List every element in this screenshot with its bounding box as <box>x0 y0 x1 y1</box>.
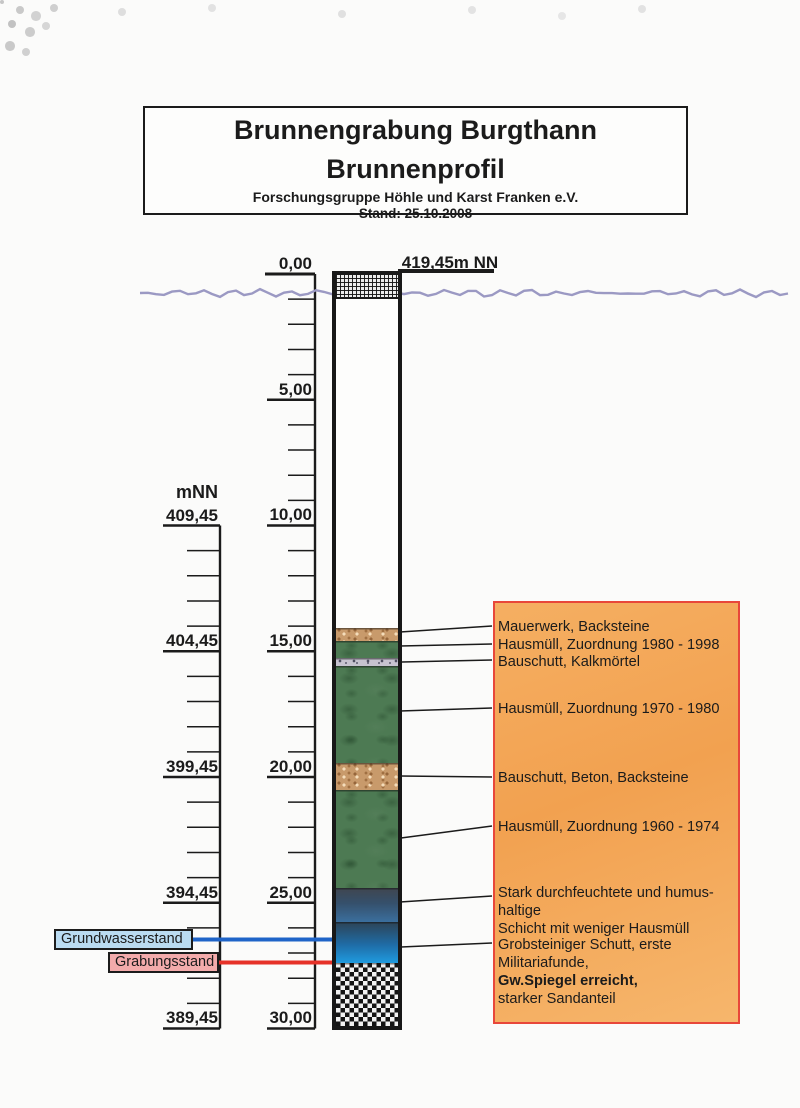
annotation-text: Hausmüll, Zuordnung 1970 - 1980 <box>498 701 720 717</box>
annotation-grobsteiniger-schutt: Grobsteiniger Schutt, erste Militariafun… <box>498 936 738 1008</box>
page-title-line1: Brunnengrabung Burgthann <box>234 115 597 145</box>
annotation-leader-line <box>400 825 493 839</box>
elevation-scale-header: mNN <box>175 482 218 502</box>
annotation-humusschicht: Stark durchfeuchtete und humus-haltige S… <box>498 884 738 938</box>
annotation-text: Bauschutt, Beton, Backsteine <box>498 770 689 786</box>
annotation-bauschutt-kalkmoertel: Bauschutt, Kalkmörtel <box>498 653 738 671</box>
title-date: Stand: 25.10.2008 <box>358 206 473 221</box>
annotation-text: Mauerwerk, Backsteine <box>498 619 650 635</box>
layer-hausmuell-1960-1974 <box>336 790 398 888</box>
title-box: Brunnengrabung Burgthann Brunnenprofil F… <box>143 106 688 221</box>
elev-label-409: 409,45 <box>166 506 218 525</box>
annotation-text: Stark durchfeuchtete und humus-haltige <box>498 885 714 919</box>
layer-bauschutt-beton-backsteine <box>336 763 398 790</box>
layer-open-shaft <box>336 299 398 628</box>
layer-sand-unexcavated-checker <box>336 963 398 1026</box>
annotation-mauerwerk: Mauerwerk, Backsteine <box>498 618 738 636</box>
layer-mauerwerk-backsteine <box>336 628 398 641</box>
annotation-hausmuell-1960-1974: Hausmüll, Zuordnung 1960 - 1974 <box>498 818 738 836</box>
annotation-leader-line <box>401 659 493 663</box>
borehole-column-inner <box>336 275 398 1026</box>
elev-label-399: 399,45 <box>166 757 218 776</box>
excavation-level-legend: Grabungsstand <box>108 952 219 973</box>
layer-bauschutt-kalkmoertel <box>336 658 398 666</box>
annotation-text: starker Sandanteil <box>498 991 616 1007</box>
annotation-leader-line <box>399 625 493 633</box>
annotation-text: Grobsteiniger Schutt, erste Militariafun… <box>498 937 672 971</box>
annotation-text: Hausmüll, Zuordnung 1980 - 1998 <box>498 637 720 653</box>
elev-label-394: 394,45 <box>166 883 218 902</box>
layer-hausmuell-1980-1998 <box>336 641 398 658</box>
layer-grobsteiniger-schutt <box>336 922 398 963</box>
scan-artifacts <box>0 0 4 4</box>
page-title-line2: Brunnenprofil <box>326 154 505 184</box>
annotation-text: Hausmüll, Zuordnung 1960 - 1974 <box>498 819 720 835</box>
annotation-leader-line <box>400 942 493 948</box>
annotation-leader-line <box>399 895 493 903</box>
annotation-hausmuell-1970-1980: Hausmüll, Zuordnung 1970 - 1980 <box>498 700 738 718</box>
depth-label-5: 5,00 <box>278 380 312 399</box>
depth-label-30: 30,00 <box>269 1008 312 1027</box>
elev-label-404: 404,45 <box>166 631 218 650</box>
annotation-bauschutt-beton: Bauschutt, Beton, Backsteine <box>498 769 738 787</box>
annotation-leader-line <box>399 707 493 712</box>
annotation-hausmuell-1980-1998: Hausmüll, Zuordnung 1980 - 1998 <box>498 636 738 654</box>
layer-masonry-grid-cap <box>336 275 398 299</box>
title-subtitle: Forschungsgruppe Höhle und Karst Franken… <box>252 189 579 205</box>
elev-label-389: 389,45 <box>166 1008 218 1027</box>
annotation-text-bold: Gw.Spiegel erreicht, <box>498 973 638 989</box>
annotation-leader-line <box>399 643 493 647</box>
annotation-leader-line <box>399 775 493 778</box>
borehole-column <box>332 271 402 1030</box>
depth-label-10: 10,00 <box>269 505 312 524</box>
surface-elevation-label: 419,45m NN <box>401 253 499 272</box>
layer-humusschicht-durchfeuchtet <box>336 888 398 922</box>
depth-label-0: 0,00 <box>278 254 312 273</box>
layer-description-panel <box>493 601 740 1024</box>
annotation-text: Schicht mit weniger Hausmüll <box>498 921 690 937</box>
ground-surface-wavy-line <box>139 287 789 299</box>
annotation-text: Bauschutt, Kalkmörtel <box>498 654 640 670</box>
layer-hausmuell-1970-1980 <box>336 666 398 763</box>
depth-label-25: 25,00 <box>269 883 312 902</box>
groundwater-level-legend: Grundwasserstand <box>54 929 193 950</box>
depth-label-20: 20,00 <box>269 757 312 776</box>
depth-label-15: 15,00 <box>269 631 312 650</box>
